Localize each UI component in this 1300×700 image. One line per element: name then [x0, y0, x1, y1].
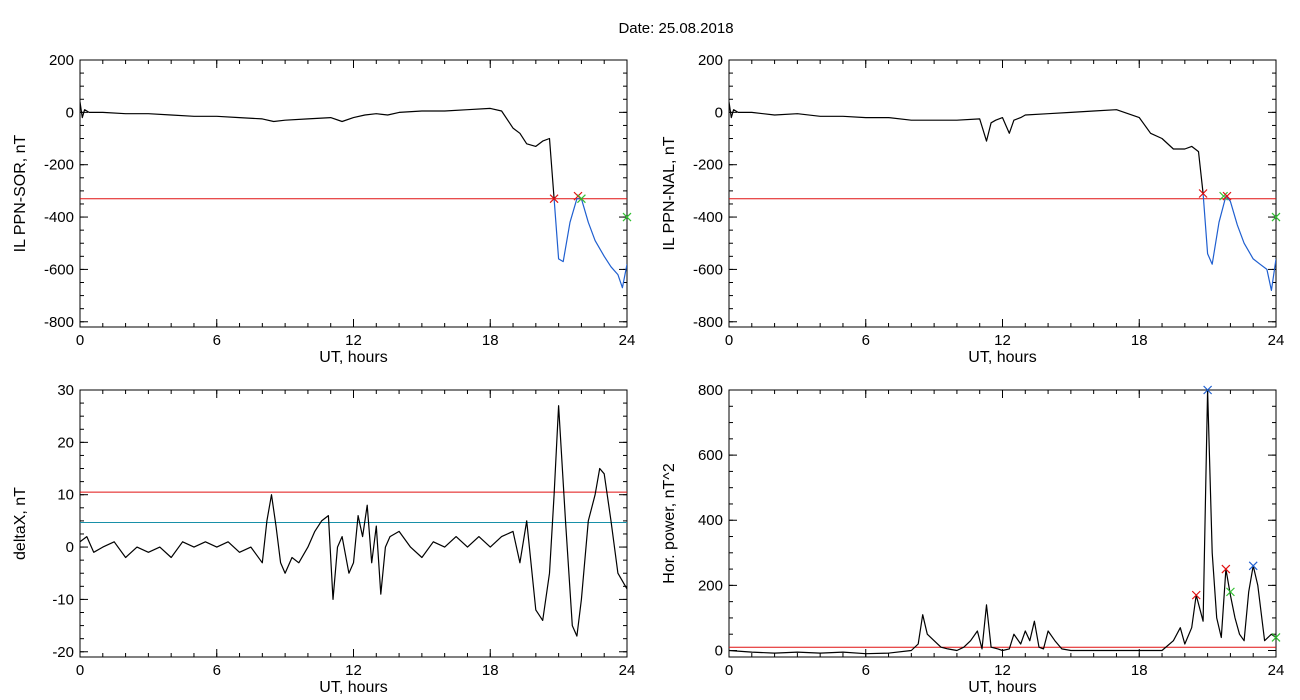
x-tick-label: 24 [619, 662, 636, 679]
series-line-1 [1202, 193, 1276, 291]
x-tick-label: 6 [213, 662, 221, 679]
data-marker [1271, 212, 1281, 222]
x-axis-title: UT, hours [319, 349, 387, 366]
marker-stroke [1248, 561, 1258, 571]
marker-stroke [1191, 590, 1201, 600]
plot-frame [728, 59, 1277, 328]
data-marker [1219, 191, 1229, 201]
y-tick-label: 0 [66, 104, 74, 121]
y-tick-label: 200 [698, 577, 723, 594]
x-tick-label: 12 [994, 332, 1011, 349]
y-tick-label: 10 [57, 487, 74, 504]
marker-stroke [1219, 191, 1229, 201]
data-marker [1271, 633, 1281, 642]
marker-stroke [1203, 385, 1213, 395]
y-tick-label: 800 [698, 382, 723, 399]
figure-title: Date: 25.08.2018 [618, 20, 733, 37]
y-tick-label: -200 [44, 157, 74, 174]
y-tick-label: -200 [693, 157, 723, 174]
y-tick-label: 0 [715, 642, 723, 659]
data-marker [1225, 587, 1235, 597]
x-tick-label: 0 [725, 332, 733, 349]
y-tick-label: -800 [44, 314, 74, 331]
marker-stroke [1222, 191, 1232, 201]
data-marker [1203, 385, 1213, 395]
x-tick-label: 18 [482, 662, 499, 679]
panel-power: 0 6 12 18 24 0 200 400 600 800 UT, hours Hor. power… [661, 382, 1284, 696]
data-marker [1248, 561, 1258, 571]
y-tick-label: 200 [49, 52, 74, 69]
y-tick-label: -600 [44, 261, 74, 278]
panel-sor: 0 6 12 18 24 -800 -600 -400 -200 0 200 UT, hours IL … [12, 52, 635, 366]
x-tick-label: 24 [1268, 662, 1285, 679]
data-marker [622, 212, 632, 222]
marker-stroke [549, 194, 559, 204]
x-tick-label: 0 [76, 662, 84, 679]
x-tick-label: 12 [345, 332, 362, 349]
y-tick-label: 400 [698, 512, 723, 529]
marker-stroke [1225, 587, 1235, 597]
x-axis-title: UT, hours [968, 679, 1036, 696]
data-marker [576, 194, 586, 204]
series-line-1 [553, 198, 627, 289]
x-tick-label: 18 [482, 332, 499, 349]
series-line-0 [80, 405, 627, 637]
data-marker [1222, 191, 1232, 201]
x-tick-label: 12 [994, 662, 1011, 679]
y-tick-label: -20 [52, 644, 74, 661]
y-tick-label: 30 [57, 382, 74, 399]
y-axis-title: deltaX, nT [12, 487, 29, 560]
y-tick-label: -400 [693, 209, 723, 226]
x-tick-label: 18 [1131, 662, 1148, 679]
plot-frame [79, 59, 628, 328]
y-axis-title: IL PPN-NAL, nT [661, 136, 678, 250]
marker-stroke [576, 194, 586, 204]
y-axis-title: IL PPN-SOR, nT [12, 134, 29, 252]
plot-frame [728, 389, 1277, 658]
data-marker [1191, 590, 1201, 600]
plot-frame [79, 389, 628, 658]
panel-deltax: 0 6 12 18 24 -20 -10 0 10 20 30 UT, hours deltaX, nT [12, 382, 635, 696]
y-tick-label: -600 [693, 261, 723, 278]
data-marker [1221, 564, 1231, 574]
x-tick-label: 0 [725, 662, 733, 679]
series-line-0 [729, 390, 1276, 655]
x-axis-title: UT, hours [968, 349, 1036, 366]
y-tick-label: 0 [715, 104, 723, 121]
y-tick-label: 200 [698, 52, 723, 69]
marker-stroke [1221, 564, 1231, 574]
marker-stroke [1198, 189, 1208, 198]
y-tick-label: -10 [52, 591, 74, 608]
data-marker [549, 194, 559, 204]
x-tick-label: 12 [345, 662, 362, 679]
x-tick-label: 6 [862, 662, 870, 679]
series-line-0 [729, 101, 1204, 194]
y-tick-label: 20 [57, 434, 74, 451]
data-marker [1198, 189, 1208, 198]
marker-stroke [622, 212, 632, 222]
series-line-0 [80, 101, 555, 199]
x-axis-title: UT, hours [319, 679, 387, 696]
x-tick-label: 24 [619, 332, 636, 349]
marker-stroke [1271, 633, 1281, 642]
y-tick-label: -400 [44, 209, 74, 226]
y-tick-label: -800 [693, 314, 723, 331]
y-tick-label: 600 [698, 447, 723, 464]
x-tick-label: 6 [862, 332, 870, 349]
x-tick-label: 24 [1268, 332, 1285, 349]
x-tick-label: 18 [1131, 332, 1148, 349]
marker-stroke [1271, 212, 1281, 222]
y-axis-title: Hor. power, nT^2 [661, 463, 678, 584]
y-tick-label: 0 [66, 539, 74, 556]
x-tick-label: 6 [213, 332, 221, 349]
x-tick-label: 0 [76, 332, 84, 349]
panel-nal: 0 6 12 18 24 -800 -600 -400 -200 0 200 UT, hours IL … [661, 52, 1284, 366]
